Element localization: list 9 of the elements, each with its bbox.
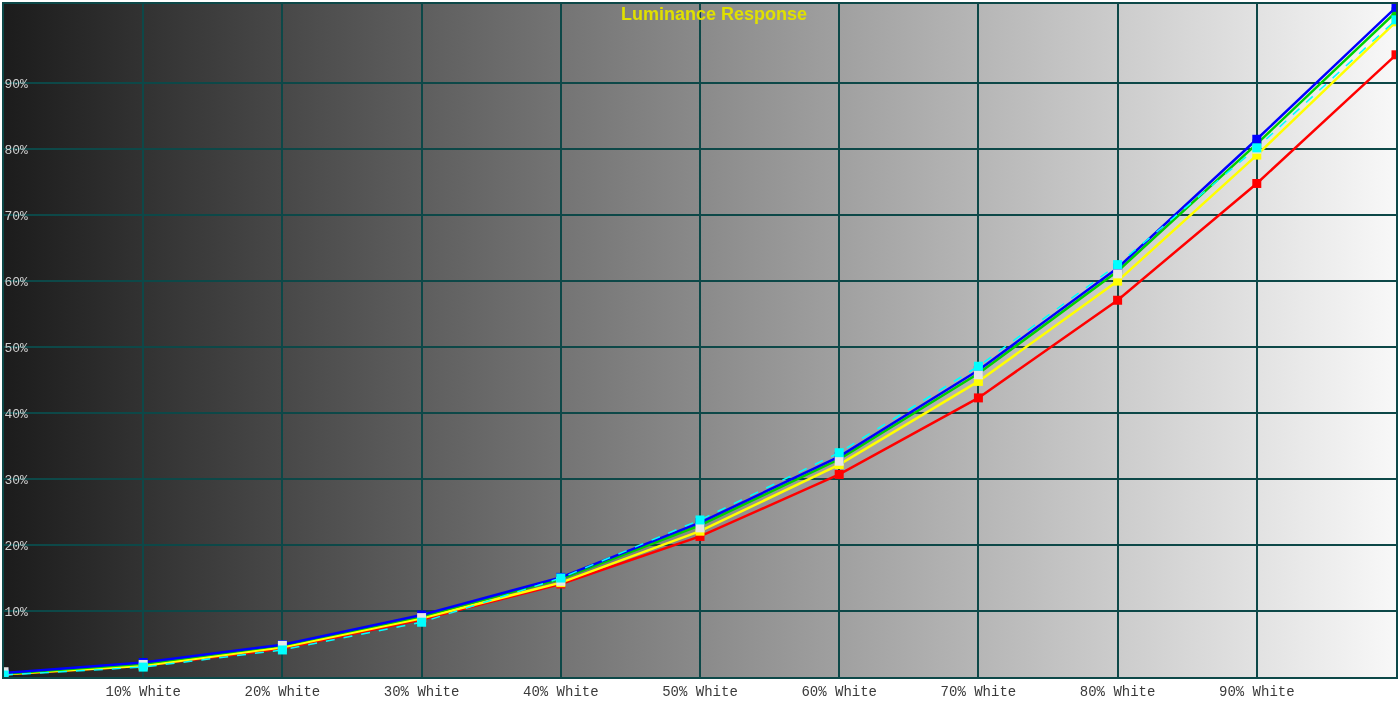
x-tick-label: 60% White <box>801 683 878 700</box>
x-tick-label: 20% White <box>244 683 321 700</box>
x-tick-label: 50% White <box>662 683 738 700</box>
x-tick-label: 90% White <box>1218 683 1295 700</box>
x-tick-label: 80% White <box>1079 683 1156 700</box>
x-tick-label: 40% White <box>522 683 599 700</box>
x-tick-label: 10% White <box>105 683 182 700</box>
x-tick-label: 30% White <box>383 683 460 700</box>
x-tick-label: 70% White <box>940 683 1017 700</box>
